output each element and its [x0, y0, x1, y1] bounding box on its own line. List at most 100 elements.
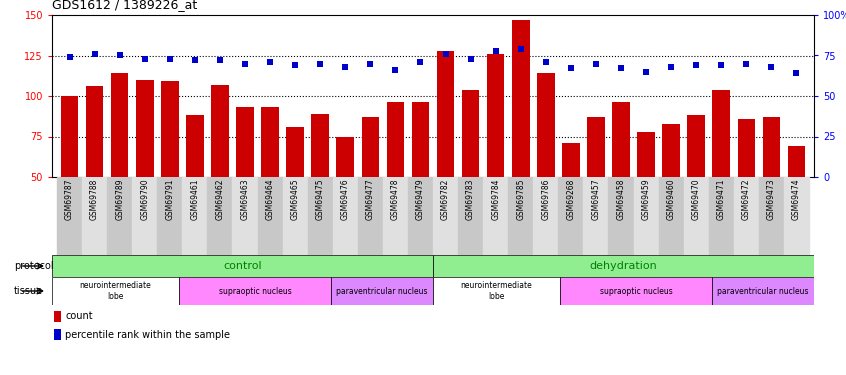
Text: GSM69782: GSM69782 [441, 178, 450, 220]
Point [414, 59, 427, 65]
Point [765, 64, 778, 70]
Bar [562, 143, 580, 258]
Text: GDS1612 / 1389226_at: GDS1612 / 1389226_at [52, 0, 197, 11]
Text: supraoptic nucleus: supraoptic nucleus [600, 286, 673, 296]
Point [313, 61, 327, 67]
Text: GSM69787: GSM69787 [65, 178, 74, 220]
Text: GSM69460: GSM69460 [667, 178, 676, 220]
Text: GSM69788: GSM69788 [91, 178, 99, 220]
Bar [537, 74, 555, 258]
Point [338, 64, 352, 70]
Bar [587, 117, 605, 258]
Text: GSM69457: GSM69457 [591, 178, 601, 220]
Bar [437, 51, 454, 258]
Text: GSM69461: GSM69461 [190, 178, 200, 220]
Bar [412, 102, 429, 258]
Bar [337, 136, 354, 258]
Bar [136, 80, 153, 258]
Bar [688, 116, 705, 258]
Bar [533, 177, 558, 255]
Bar [560, 277, 712, 305]
Bar [512, 20, 530, 258]
Bar [157, 177, 183, 255]
Bar [759, 177, 784, 255]
Point [464, 56, 477, 62]
Bar [712, 90, 730, 258]
Bar [784, 177, 809, 255]
Bar [608, 177, 634, 255]
Text: GSM69459: GSM69459 [641, 178, 651, 220]
Text: GSM69458: GSM69458 [617, 178, 625, 220]
Bar [183, 177, 207, 255]
Bar [637, 132, 655, 258]
Bar [179, 277, 332, 305]
Text: GSM69463: GSM69463 [240, 178, 250, 220]
Point [263, 59, 277, 65]
Point [163, 56, 177, 62]
Text: GSM69472: GSM69472 [742, 178, 750, 220]
Bar [361, 117, 379, 258]
Text: GSM69786: GSM69786 [541, 178, 550, 220]
Bar [308, 177, 332, 255]
Point [364, 61, 377, 67]
Point [739, 61, 753, 67]
Bar [408, 177, 433, 255]
Text: GSM69476: GSM69476 [341, 178, 349, 220]
Text: protocol: protocol [14, 261, 53, 271]
Bar [483, 177, 508, 255]
Bar [332, 277, 433, 305]
Text: neurointermediate
lobe: neurointermediate lobe [80, 281, 151, 301]
Bar [462, 90, 480, 258]
Bar [257, 177, 283, 255]
Point [689, 62, 703, 68]
Bar [684, 177, 709, 255]
Point [113, 53, 126, 58]
Text: control: control [223, 261, 261, 271]
Text: count: count [65, 311, 93, 321]
Text: tissue: tissue [14, 286, 43, 296]
Text: GSM69479: GSM69479 [416, 178, 425, 220]
Bar [709, 177, 733, 255]
Text: GSM69268: GSM69268 [566, 178, 575, 220]
Point [789, 70, 803, 76]
Text: paraventricular nucleus: paraventricular nucleus [717, 286, 809, 296]
Point [564, 66, 578, 72]
Text: GSM69791: GSM69791 [165, 178, 174, 220]
Point [388, 67, 402, 73]
Bar [712, 277, 814, 305]
Bar [634, 177, 658, 255]
Bar [107, 177, 132, 255]
Text: GSM69784: GSM69784 [492, 178, 500, 220]
Bar [383, 177, 408, 255]
Bar [186, 116, 204, 258]
Text: paraventricular nucleus: paraventricular nucleus [337, 286, 428, 296]
Bar [61, 96, 79, 258]
Point [514, 46, 528, 52]
Text: GSM69471: GSM69471 [717, 178, 726, 220]
Bar [487, 54, 504, 258]
Bar [311, 114, 329, 258]
Text: GSM69783: GSM69783 [466, 178, 475, 220]
Text: GSM69477: GSM69477 [365, 178, 375, 220]
Text: GSM69464: GSM69464 [266, 178, 275, 220]
Bar [762, 117, 780, 258]
Bar [111, 74, 129, 258]
Point [589, 61, 602, 67]
Bar [788, 146, 805, 258]
Point [63, 54, 76, 60]
Point [715, 62, 728, 68]
Text: GSM69465: GSM69465 [291, 178, 299, 220]
Bar [662, 123, 680, 258]
Bar [207, 177, 233, 255]
Text: percentile rank within the sample: percentile rank within the sample [65, 330, 230, 340]
Bar [433, 277, 560, 305]
Bar [433, 255, 814, 277]
Bar [132, 177, 157, 255]
Bar [458, 177, 483, 255]
Text: GSM69470: GSM69470 [692, 178, 700, 220]
Text: GSM69785: GSM69785 [516, 178, 525, 220]
Bar [358, 177, 383, 255]
Text: GSM69474: GSM69474 [792, 178, 801, 220]
Bar [613, 102, 629, 258]
Bar [161, 81, 179, 258]
